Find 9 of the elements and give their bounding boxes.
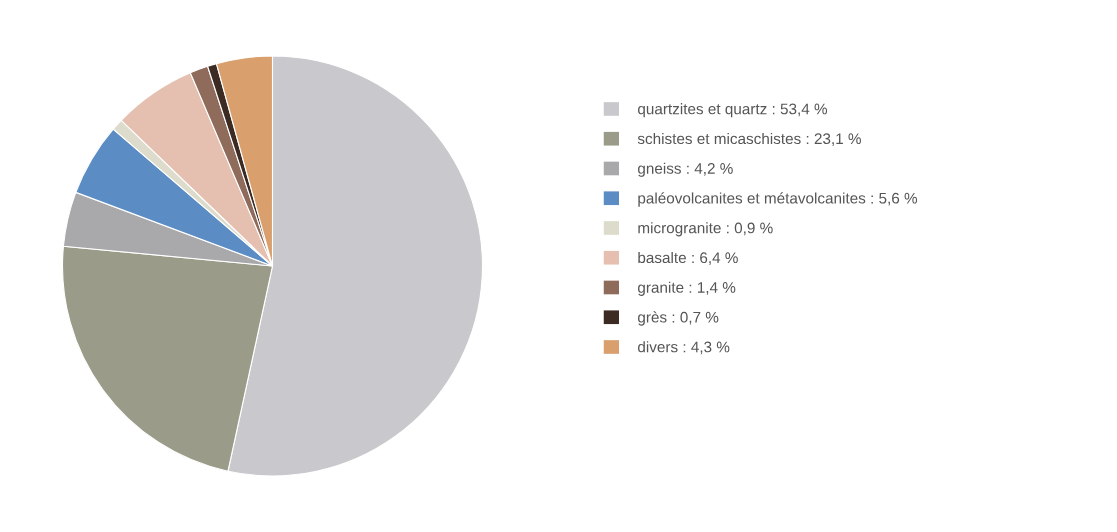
legend-label: paléovolcanites et métavolcanites : 5,6 % (638, 192, 918, 207)
legend-label: granite : 1,4 % (638, 281, 736, 296)
legend-label: quartzites et quartz : 53,4 % (638, 103, 828, 118)
legend-label: grès : 0,7 % (638, 311, 719, 326)
legend-label: basalte : 6,4 % (638, 251, 738, 265)
legend-label: gneiss : 4,2 % (638, 162, 733, 177)
legend-label: schistes et micaschistes : 23,1 % (637, 132, 861, 146)
legend-label: microgranite : 0,9 % (638, 222, 773, 237)
legend-label: divers : 4,3 % (638, 341, 730, 355)
